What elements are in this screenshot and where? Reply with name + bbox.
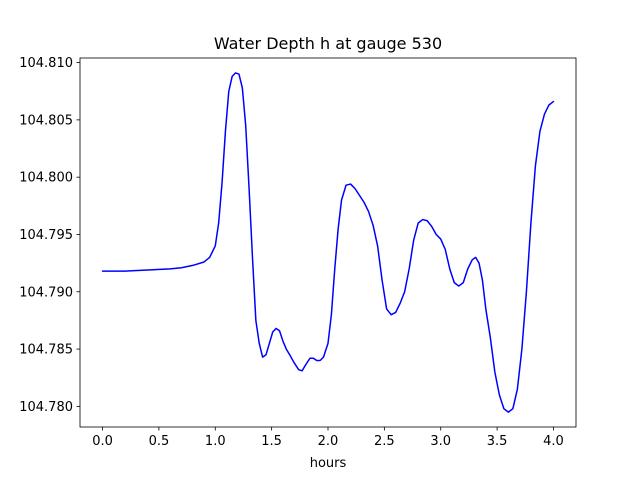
y-tick-label: 104.795 <box>19 228 73 243</box>
x-tick-label: 4.0 <box>543 434 564 449</box>
x-tick-label: 3.5 <box>487 434 508 449</box>
y-tick-label: 104.780 <box>19 400 73 415</box>
series-line-0 <box>101 72 555 413</box>
x-tick-label: 1.5 <box>261 434 282 449</box>
chart-title: Water Depth h at gauge 530 <box>214 34 442 53</box>
x-tick-label: 2.5 <box>374 434 395 449</box>
axis-ticks: 0.0 0.5 1.0 1.5 2.0 2.5 3.0 3.5 4.0 104.780 104.78… <box>19 56 564 449</box>
x-tick-label: 0.5 <box>149 434 170 449</box>
x-tick-label: 0.0 <box>92 434 113 449</box>
x-tick-label: 1.0 <box>205 434 226 449</box>
x-axis-label: hours <box>310 456 347 471</box>
x-tick-label: 3.0 <box>430 434 451 449</box>
y-tick-label: 104.785 <box>19 343 73 358</box>
y-tick-label: 104.810 <box>19 56 73 71</box>
y-tick-label: 104.790 <box>19 285 73 300</box>
y-tick-label: 104.800 <box>19 171 73 186</box>
y-tick-label: 104.805 <box>19 113 73 128</box>
x-tick-label: 2.0 <box>318 434 339 449</box>
